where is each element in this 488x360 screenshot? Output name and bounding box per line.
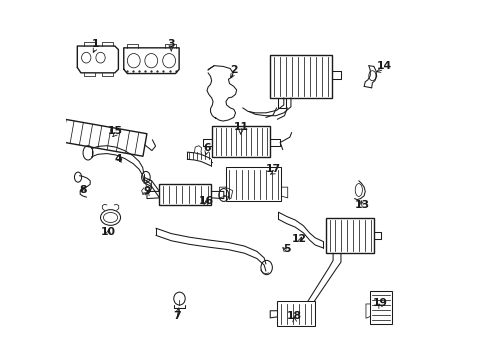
- Bar: [325, 218, 373, 253]
- Bar: [369, 292, 391, 324]
- Text: 11: 11: [233, 122, 248, 132]
- Text: 6: 6: [203, 143, 210, 153]
- Text: 15: 15: [107, 126, 122, 136]
- Bar: [269, 55, 331, 98]
- Text: 7: 7: [172, 311, 180, 321]
- Text: 17: 17: [265, 164, 280, 174]
- Text: 16: 16: [198, 197, 213, 206]
- Text: 10: 10: [101, 227, 115, 237]
- Text: 18: 18: [286, 311, 302, 321]
- Text: 14: 14: [376, 62, 391, 71]
- Bar: [212, 126, 270, 157]
- Text: 3: 3: [167, 39, 175, 49]
- Bar: [225, 167, 281, 202]
- Text: 5: 5: [283, 244, 290, 253]
- Text: 1: 1: [92, 39, 99, 49]
- Text: 2: 2: [229, 65, 237, 75]
- Bar: [159, 184, 211, 205]
- Text: 12: 12: [292, 234, 307, 244]
- Text: 13: 13: [354, 200, 369, 210]
- Bar: [277, 301, 314, 326]
- Text: 8: 8: [79, 185, 86, 195]
- Text: 9: 9: [143, 186, 151, 197]
- Text: 19: 19: [372, 298, 387, 308]
- Text: 4: 4: [115, 154, 122, 164]
